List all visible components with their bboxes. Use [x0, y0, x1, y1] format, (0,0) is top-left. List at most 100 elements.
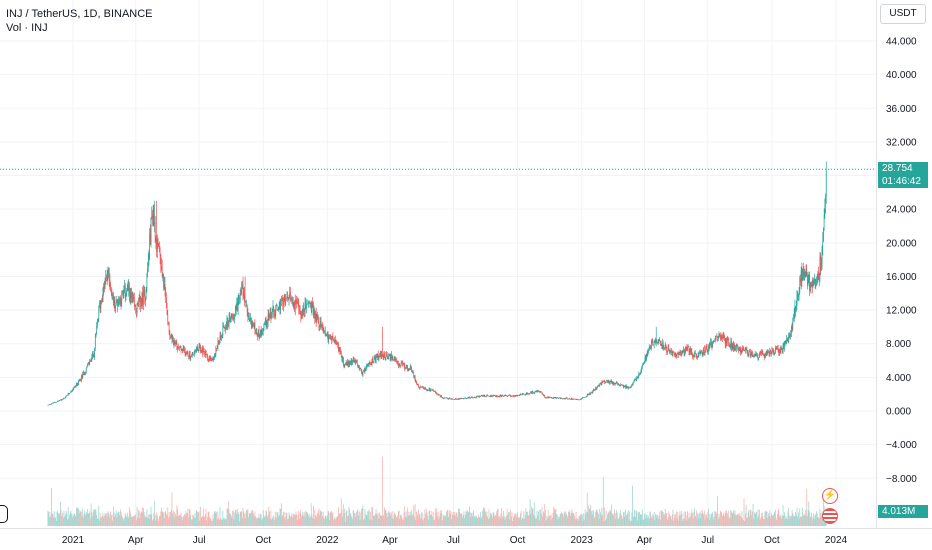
candle-body [260, 330, 262, 335]
candle-body [216, 348, 217, 349]
candle-body [82, 373, 84, 378]
volume-bar [765, 510, 767, 526]
candle-body [267, 323, 268, 325]
candle-body [509, 395, 511, 396]
volume-bar [673, 520, 675, 526]
volume-bar [286, 513, 288, 526]
volume-bar [181, 516, 183, 526]
volume-bar [239, 521, 240, 526]
candle-body [136, 311, 137, 313]
volume-bar [545, 510, 546, 526]
volume-bar [745, 513, 746, 526]
candle-body [769, 349, 771, 356]
candle-body [590, 392, 592, 395]
volume-bar [93, 511, 95, 526]
volume-bar [398, 510, 400, 526]
volume-bar [212, 513, 214, 526]
price-axis[interactable]: 44.00040.00036.00032.00028.00024.00020.0… [886, 37, 917, 485]
volume-bar [583, 512, 585, 526]
volume-bar [184, 514, 186, 526]
volume-bar [379, 512, 380, 526]
candle-body [184, 350, 186, 356]
candle-body [403, 364, 405, 365]
candle-body [186, 352, 187, 353]
volume-bar [726, 510, 728, 526]
candle-body [722, 335, 724, 338]
candle-body [344, 364, 346, 368]
time-axis[interactable]: 2021 Apr Jul Oct 2022 Apr Jul Oct 2023 Apr Jul Oct 2… [62, 535, 848, 546]
symbol-title[interactable]: INJ / TetherUS, 1D, BINANCE [6, 8, 153, 20]
lightning-bolt-icon[interactable]: ⚡ [822, 488, 838, 504]
volume-bar [267, 514, 269, 526]
candle-body [446, 397, 448, 399]
currency-selector[interactable]: USDT [880, 4, 926, 24]
volume-bar [168, 518, 169, 526]
volume-bar [738, 516, 740, 526]
candle-body [713, 341, 715, 342]
volume-bar [738, 513, 739, 526]
volume-bar [722, 516, 723, 526]
volume-bar [604, 520, 606, 526]
volume-bar [745, 504, 747, 526]
volume-bar [754, 512, 755, 526]
volume-bar [453, 515, 455, 526]
volume-bar [403, 512, 405, 526]
volume-bar [643, 519, 645, 526]
candle-body [480, 395, 481, 397]
volume-bar [372, 507, 374, 526]
candle-body [272, 305, 274, 309]
volume-bar [117, 511, 119, 526]
volume-bar [795, 511, 796, 526]
volume-bar [480, 512, 482, 526]
y-tick-label: 36.000 [886, 104, 917, 115]
candle-body [377, 353, 378, 358]
candle-body [585, 396, 587, 398]
volume-bar [329, 512, 331, 526]
volume-bar [361, 508, 362, 526]
y-tick-label: 40.000 [886, 70, 917, 81]
volume-bar [562, 513, 564, 526]
candle-body [149, 234, 150, 256]
candle-body [632, 383, 633, 385]
volume-bar [785, 515, 787, 526]
volume-bar [529, 499, 531, 526]
volume-bar [741, 511, 743, 526]
volume-bar [394, 512, 396, 526]
candle-body [574, 398, 576, 400]
candle-body [162, 273, 164, 277]
volume-bar [356, 511, 357, 526]
volume-bar [242, 507, 244, 526]
candle-body [101, 300, 103, 302]
volume-bar [461, 513, 463, 526]
volume-bar [731, 513, 733, 526]
volume-bar [421, 519, 423, 526]
volume-legend[interactable]: Vol · INJ [6, 22, 48, 34]
volume-bar [259, 517, 261, 526]
candle-body [767, 352, 769, 354]
candle-body [360, 367, 362, 370]
candle-body [643, 363, 645, 365]
candle-body [751, 352, 753, 355]
us-flag-icon[interactable] [822, 508, 838, 524]
candle-body [262, 332, 263, 334]
hand-icon[interactable] [0, 505, 8, 523]
volume-bar [388, 511, 390, 526]
candle-body [283, 299, 284, 306]
candle-body [799, 278, 801, 293]
candle-body [547, 396, 549, 399]
volume-bar [106, 516, 108, 526]
volume-bar [193, 517, 195, 526]
candle-body [194, 350, 196, 352]
volume-bar [375, 508, 377, 526]
volume-bar [222, 510, 224, 526]
volume-bar [501, 507, 502, 526]
x-tick-label: 2022 [316, 535, 339, 546]
volume-bar [385, 509, 387, 526]
volume-bar [439, 510, 441, 526]
candle-body [501, 395, 503, 396]
candle-body [101, 300, 102, 302]
candle-body [706, 347, 708, 352]
volume-bar [575, 512, 577, 526]
candle-body [147, 268, 148, 274]
